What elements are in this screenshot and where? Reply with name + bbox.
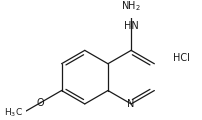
Text: HN: HN: [124, 21, 139, 31]
Text: NH$_2$: NH$_2$: [121, 0, 141, 13]
Text: O: O: [37, 98, 44, 108]
Text: HCl: HCl: [173, 53, 190, 63]
Text: H$_3$C: H$_3$C: [4, 107, 23, 119]
Text: N: N: [127, 99, 135, 109]
